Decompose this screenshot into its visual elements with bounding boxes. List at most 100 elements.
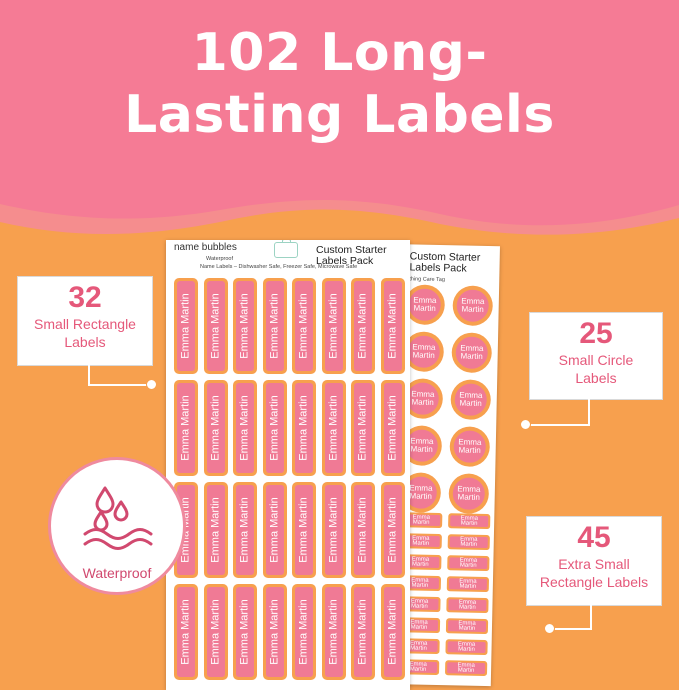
label-name-text: Emma Martin bbox=[268, 497, 281, 563]
small-rect-label: Emma Martin bbox=[174, 278, 198, 374]
small-rect-label: Emma Martin bbox=[292, 278, 316, 374]
small-rect-label: Emma Martin bbox=[380, 482, 405, 578]
circle-label: Emma Martin bbox=[450, 379, 492, 421]
xs-label-text: Emma Martin bbox=[447, 641, 486, 654]
sheet-caption: Name Labels – Dishwasher Safe, Freezer S… bbox=[200, 264, 358, 270]
label-name-text: Emma Martin bbox=[327, 293, 340, 359]
label-name-text: Emma Martin bbox=[298, 293, 310, 359]
front-label-sheet: name bubbles Waterproof Custom Starter L… bbox=[166, 240, 410, 690]
circle-label: Emma Martin bbox=[449, 426, 491, 468]
small-rect-label: Emma Martin bbox=[380, 380, 405, 476]
label-name-text: Emma Martin bbox=[357, 497, 369, 563]
callout-small-circle: 25 Small Circle Labels bbox=[529, 312, 663, 400]
headline-line-1: 102 Long- bbox=[191, 23, 488, 83]
xs-rect-label: Emma Martin bbox=[446, 576, 490, 593]
small-rect-label: Emma Martin bbox=[262, 278, 287, 374]
circle-label: Emma Martin bbox=[448, 473, 490, 515]
label-name-text: Emma Martin bbox=[180, 293, 192, 359]
small-rect-label: Emma Martin bbox=[233, 278, 257, 374]
small-rect-label: Emma Martin bbox=[321, 278, 346, 374]
small-rect-label: Emma Martin bbox=[351, 584, 375, 680]
small-rect-label: Emma Martin bbox=[174, 380, 198, 476]
callout-count: 32 bbox=[68, 281, 102, 314]
label-name-text: Emma Martin bbox=[357, 395, 369, 461]
small-rect-label: Emma Martin bbox=[292, 380, 316, 476]
label-name-text: Emma Martin bbox=[239, 395, 251, 461]
small-rect-label: Emma Martin bbox=[262, 380, 287, 476]
lunchbag-icon bbox=[274, 240, 298, 258]
xs-rect-label: Emma Martin bbox=[445, 618, 489, 635]
circle-label-text: Emma Martin bbox=[452, 477, 486, 510]
leader-line bbox=[590, 604, 592, 629]
headline-line-2: Lasting Labels bbox=[124, 85, 555, 145]
small-rect-label: Emma Martin bbox=[380, 584, 405, 680]
label-name-text: Emma Martin bbox=[327, 395, 340, 461]
leader-line bbox=[88, 364, 90, 385]
waterproof-note: Waterproof bbox=[206, 256, 234, 262]
label-name-text: Emma Martin bbox=[209, 497, 222, 563]
callout-text-line2: Labels bbox=[575, 370, 617, 386]
label-name-text: Emma Martin bbox=[298, 395, 310, 461]
circle-label-text: Emma Martin bbox=[455, 336, 489, 370]
xs-rect-label: Emma Martin bbox=[447, 534, 490, 551]
small-rect-label: Emma Martin bbox=[233, 482, 257, 578]
label-name-text: Emma Martin bbox=[239, 599, 251, 665]
circle-label-text: Emma Martin bbox=[406, 382, 440, 416]
xs-rect-label: Emma Martin bbox=[446, 597, 489, 614]
small-rect-label: Emma Martin bbox=[203, 584, 228, 680]
callout-text-line2: Labels bbox=[64, 334, 106, 350]
headline: 102 Long- Lasting Labels bbox=[0, 22, 679, 146]
back-sheet-caption: thing Care Tag bbox=[409, 276, 446, 284]
label-name-text: Emma Martin bbox=[180, 599, 192, 665]
callout-count: 25 bbox=[579, 317, 613, 350]
xs-rect-label: Emma Martin bbox=[447, 555, 490, 572]
callout-count: 45 bbox=[577, 521, 611, 554]
label-name-text: Emma Martin bbox=[209, 599, 222, 665]
small-rect-label: Emma Martin bbox=[262, 482, 287, 578]
circle-label: Emma Martin bbox=[452, 285, 494, 327]
xs-label-text: Emma Martin bbox=[449, 557, 488, 570]
xs-label-text: Emma Martin bbox=[450, 515, 489, 528]
label-name-text: Emma Martin bbox=[180, 395, 192, 461]
label-name-text: Emma Martin bbox=[209, 395, 222, 461]
circle-label-text: Emma Martin bbox=[456, 289, 490, 323]
label-name-text: Emma Martin bbox=[268, 293, 281, 359]
small-rect-label: Emma Martin bbox=[262, 584, 287, 680]
leader-line bbox=[588, 398, 590, 425]
label-name-text: Emma Martin bbox=[386, 497, 399, 563]
small-rect-label: Emma Martin bbox=[351, 278, 375, 374]
xs-label-text: Emma Martin bbox=[448, 599, 487, 612]
waterproof-badge-text: Waterproof bbox=[82, 565, 152, 581]
small-rect-label: Emma Martin bbox=[351, 482, 375, 578]
label-name-text: Emma Martin bbox=[209, 293, 222, 359]
xs-label-text: Emma Martin bbox=[449, 536, 488, 549]
small-rect-label: Emma Martin bbox=[233, 584, 257, 680]
small-rect-label: Emma Martin bbox=[292, 584, 316, 680]
label-name-text: Emma Martin bbox=[386, 599, 399, 665]
small-rect-label: Emma Martin bbox=[203, 278, 228, 374]
xs-rect-label: Emma Martin bbox=[445, 639, 488, 656]
label-name-text: Emma Martin bbox=[386, 293, 399, 359]
xs-label-text: Emma Martin bbox=[447, 662, 486, 675]
label-name-text: Emma Martin bbox=[298, 497, 310, 563]
label-name-text: Emma Martin bbox=[327, 599, 340, 665]
small-rect-label: Emma Martin bbox=[203, 380, 228, 476]
water-drops-waves-icon bbox=[83, 486, 153, 550]
leader-dot bbox=[146, 379, 157, 390]
callout-text-line1: Extra Small bbox=[558, 556, 630, 572]
leader-dot bbox=[520, 419, 531, 430]
leader-line bbox=[88, 384, 148, 386]
small-rect-label: Emma Martin bbox=[351, 380, 375, 476]
small-rect-label: Emma Martin bbox=[321, 380, 346, 476]
label-name-text: Emma Martin bbox=[327, 497, 340, 563]
leader-dot bbox=[544, 623, 555, 634]
label-name-text: Emma Martin bbox=[268, 395, 281, 461]
small-rect-label: Emma Martin bbox=[380, 278, 405, 374]
xs-label-text: Emma Martin bbox=[448, 578, 488, 591]
small-rect-label: Emma Martin bbox=[321, 482, 346, 578]
small-rect-label: Emma Martin bbox=[203, 482, 228, 578]
label-name-text: Emma Martin bbox=[357, 599, 369, 665]
circle-label-text: Emma Martin bbox=[405, 429, 439, 462]
label-name-text: Emma Martin bbox=[268, 599, 281, 665]
xs-rect-label: Emma Martin bbox=[444, 660, 488, 677]
